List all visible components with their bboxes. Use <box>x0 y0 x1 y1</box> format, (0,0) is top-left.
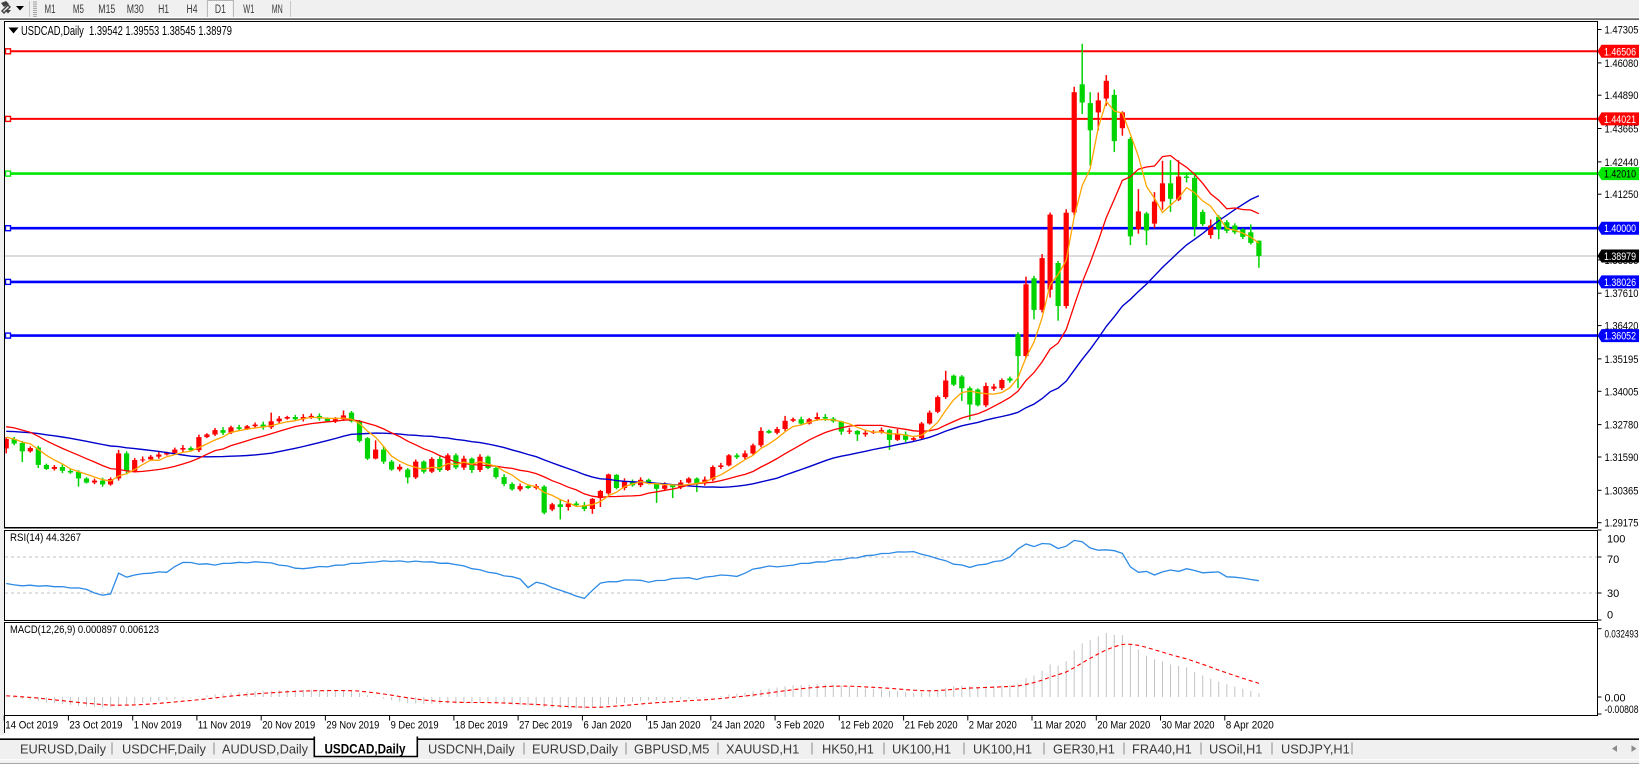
svg-text:USDCHF,Daily: USDCHF,Daily <box>122 742 206 757</box>
svg-text:H1: H1 <box>158 4 169 16</box>
svg-text:MACD(12,26,9) 0.000897 0.00612: MACD(12,26,9) 0.000897 0.006123 <box>10 624 159 636</box>
svg-text:GER30,H1: GER30,H1 <box>1053 742 1115 757</box>
svg-text:14 Oct 2019: 14 Oct 2019 <box>5 720 58 732</box>
svg-text:USDCNH,Daily: USDCNH,Daily <box>428 742 515 757</box>
svg-text:M15: M15 <box>98 4 115 16</box>
svg-text:12 Feb 2020: 12 Feb 2020 <box>840 720 893 732</box>
svg-text:1 Nov 2019: 1 Nov 2019 <box>134 720 182 732</box>
svg-text:M30: M30 <box>127 4 144 16</box>
svg-text:24 Jan 2020: 24 Jan 2020 <box>712 720 765 732</box>
svg-text:GBPUSD,M5: GBPUSD,M5 <box>634 742 709 757</box>
svg-text:0.032493: 0.032493 <box>1605 629 1639 641</box>
svg-text:21 Feb 2020: 21 Feb 2020 <box>905 720 958 732</box>
svg-text:-0.00808: -0.00808 <box>1605 704 1639 716</box>
svg-text:1.31590: 1.31590 <box>1605 452 1639 464</box>
svg-text:HK50,H1: HK50,H1 <box>822 742 874 757</box>
svg-text:FRA40,H1: FRA40,H1 <box>1132 742 1192 757</box>
svg-text:1.34005: 1.34005 <box>1605 386 1639 398</box>
svg-text:AUDUSD,Daily: AUDUSD,Daily <box>222 742 309 757</box>
svg-text:1.43665: 1.43665 <box>1605 124 1639 136</box>
svg-text:1.47305: 1.47305 <box>1605 25 1639 37</box>
svg-text:1.38026: 1.38026 <box>1604 277 1636 289</box>
svg-text:USDJPY,H1: USDJPY,H1 <box>1281 742 1350 757</box>
svg-text:18 Dec 2019: 18 Dec 2019 <box>455 720 508 732</box>
svg-text:30: 30 <box>1607 588 1619 600</box>
svg-text:0: 0 <box>1607 610 1613 622</box>
svg-text:EURUSD,Daily: EURUSD,Daily <box>20 742 107 757</box>
svg-text:1.38979: 1.38979 <box>1604 251 1636 263</box>
svg-text:0.00: 0.00 <box>1605 693 1626 705</box>
svg-text:M5: M5 <box>73 4 84 16</box>
svg-text:15 Jan 2020: 15 Jan 2020 <box>648 720 701 732</box>
svg-text:9 Dec 2019: 9 Dec 2019 <box>391 720 439 732</box>
svg-text:1.40000: 1.40000 <box>1604 223 1636 235</box>
svg-text:RSI(14) 44.3267: RSI(14) 44.3267 <box>10 532 81 544</box>
svg-text:23 Oct 2019: 23 Oct 2019 <box>69 720 122 732</box>
svg-text:11 Mar 2020: 11 Mar 2020 <box>1033 720 1086 732</box>
svg-text:1.44021: 1.44021 <box>1604 114 1636 126</box>
svg-text:20 Mar 2020: 20 Mar 2020 <box>1097 720 1150 732</box>
svg-text:3 Feb 2020: 3 Feb 2020 <box>776 720 824 732</box>
svg-text:1.37610: 1.37610 <box>1605 288 1639 300</box>
svg-text:M1: M1 <box>45 4 56 16</box>
svg-text:1.35195: 1.35195 <box>1605 354 1639 366</box>
svg-text:100: 100 <box>1607 534 1625 546</box>
svg-text:1.44890: 1.44890 <box>1605 90 1639 102</box>
svg-text:27 Dec 2019: 27 Dec 2019 <box>519 720 572 732</box>
svg-text:1.36052: 1.36052 <box>1604 331 1636 343</box>
svg-text:29 Nov 2019: 29 Nov 2019 <box>326 720 379 732</box>
svg-text:W1: W1 <box>243 4 254 16</box>
svg-text:1.30365: 1.30365 <box>1605 485 1639 497</box>
svg-text:XAUUSD,H1: XAUUSD,H1 <box>726 742 799 757</box>
svg-text:11 Nov 2019: 11 Nov 2019 <box>198 720 251 732</box>
svg-text:UK100,H1: UK100,H1 <box>892 742 951 757</box>
svg-text:6 Jan 2020: 6 Jan 2020 <box>583 720 631 732</box>
svg-text:2 Mar 2020: 2 Mar 2020 <box>969 720 1017 732</box>
svg-text:UK100,H1: UK100,H1 <box>973 742 1032 757</box>
svg-text:USDCAD,Daily 1.39542 1.39553: USDCAD,Daily 1.39542 1.39553 1.38545 1.3… <box>21 24 232 38</box>
svg-text:H4: H4 <box>187 4 198 16</box>
svg-text:1.32780: 1.32780 <box>1605 420 1639 432</box>
svg-text:70: 70 <box>1607 554 1619 566</box>
svg-text:1.46506: 1.46506 <box>1604 46 1636 58</box>
svg-text:MN: MN <box>272 4 283 16</box>
svg-text:20 Nov 2019: 20 Nov 2019 <box>262 720 315 732</box>
svg-text:1.42440: 1.42440 <box>1605 157 1639 169</box>
svg-text:8 Apr 2020: 8 Apr 2020 <box>1226 720 1274 732</box>
svg-text:1.46080: 1.46080 <box>1605 58 1639 70</box>
svg-text:USOil,H1: USOil,H1 <box>1209 742 1262 757</box>
svg-text:1.42010: 1.42010 <box>1604 169 1636 181</box>
svg-text:D1: D1 <box>215 4 226 16</box>
svg-text:EURUSD,Daily: EURUSD,Daily <box>532 742 619 757</box>
svg-text:USDCAD,Daily: USDCAD,Daily <box>325 742 406 757</box>
svg-text:30 Mar 2020: 30 Mar 2020 <box>1162 720 1215 732</box>
svg-text:1.29175: 1.29175 <box>1605 518 1639 530</box>
svg-text:1.41250: 1.41250 <box>1605 189 1639 201</box>
